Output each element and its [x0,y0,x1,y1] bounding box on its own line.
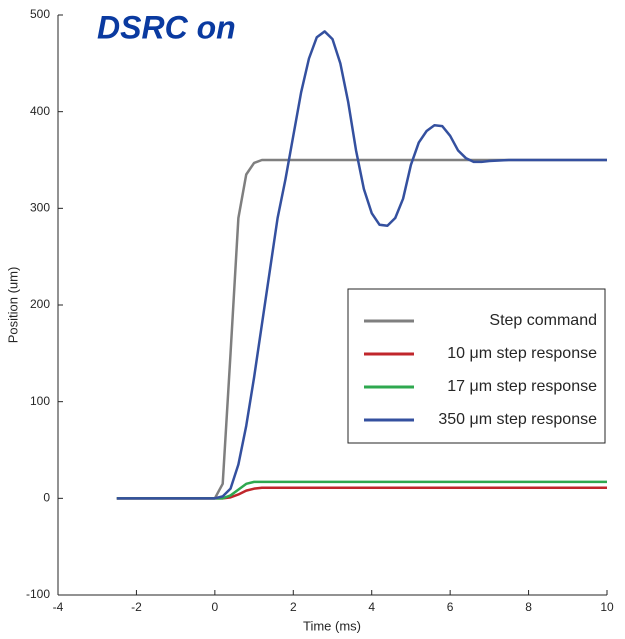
series-line [116,486,607,500]
x-tick-label: -4 [53,600,64,614]
annotation: DSRC on [97,9,236,45]
y-tick-label: 300 [30,201,50,215]
legend-label: 17 μm step response [447,378,597,395]
y-tick-label: -100 [26,587,50,601]
y-tick-label: 400 [30,104,50,118]
x-axis-label: Time (ms) [303,618,361,633]
legend-label: Step command [489,312,597,329]
y-tick-label: 0 [43,491,50,505]
y-tick-label: 100 [30,394,50,408]
legend-label: 10 μm step response [447,345,597,362]
series-line [116,30,607,500]
x-tick-label: 6 [447,600,454,614]
x-tick-label: 10 [600,600,614,614]
legend-box [347,288,606,444]
x-tick-label: 8 [525,600,532,614]
x-tick-label: 4 [368,600,375,614]
x-tick-label: -2 [131,600,142,614]
y-tick-label: 500 [30,7,50,21]
y-axis-label: Position (um) [5,267,20,344]
legend-label: 350 μm step response [438,411,597,428]
y-tick-label: 200 [30,297,50,311]
series-line [116,480,607,500]
x-tick-label: 0 [212,600,219,614]
x-tick-label: 2 [290,600,297,614]
